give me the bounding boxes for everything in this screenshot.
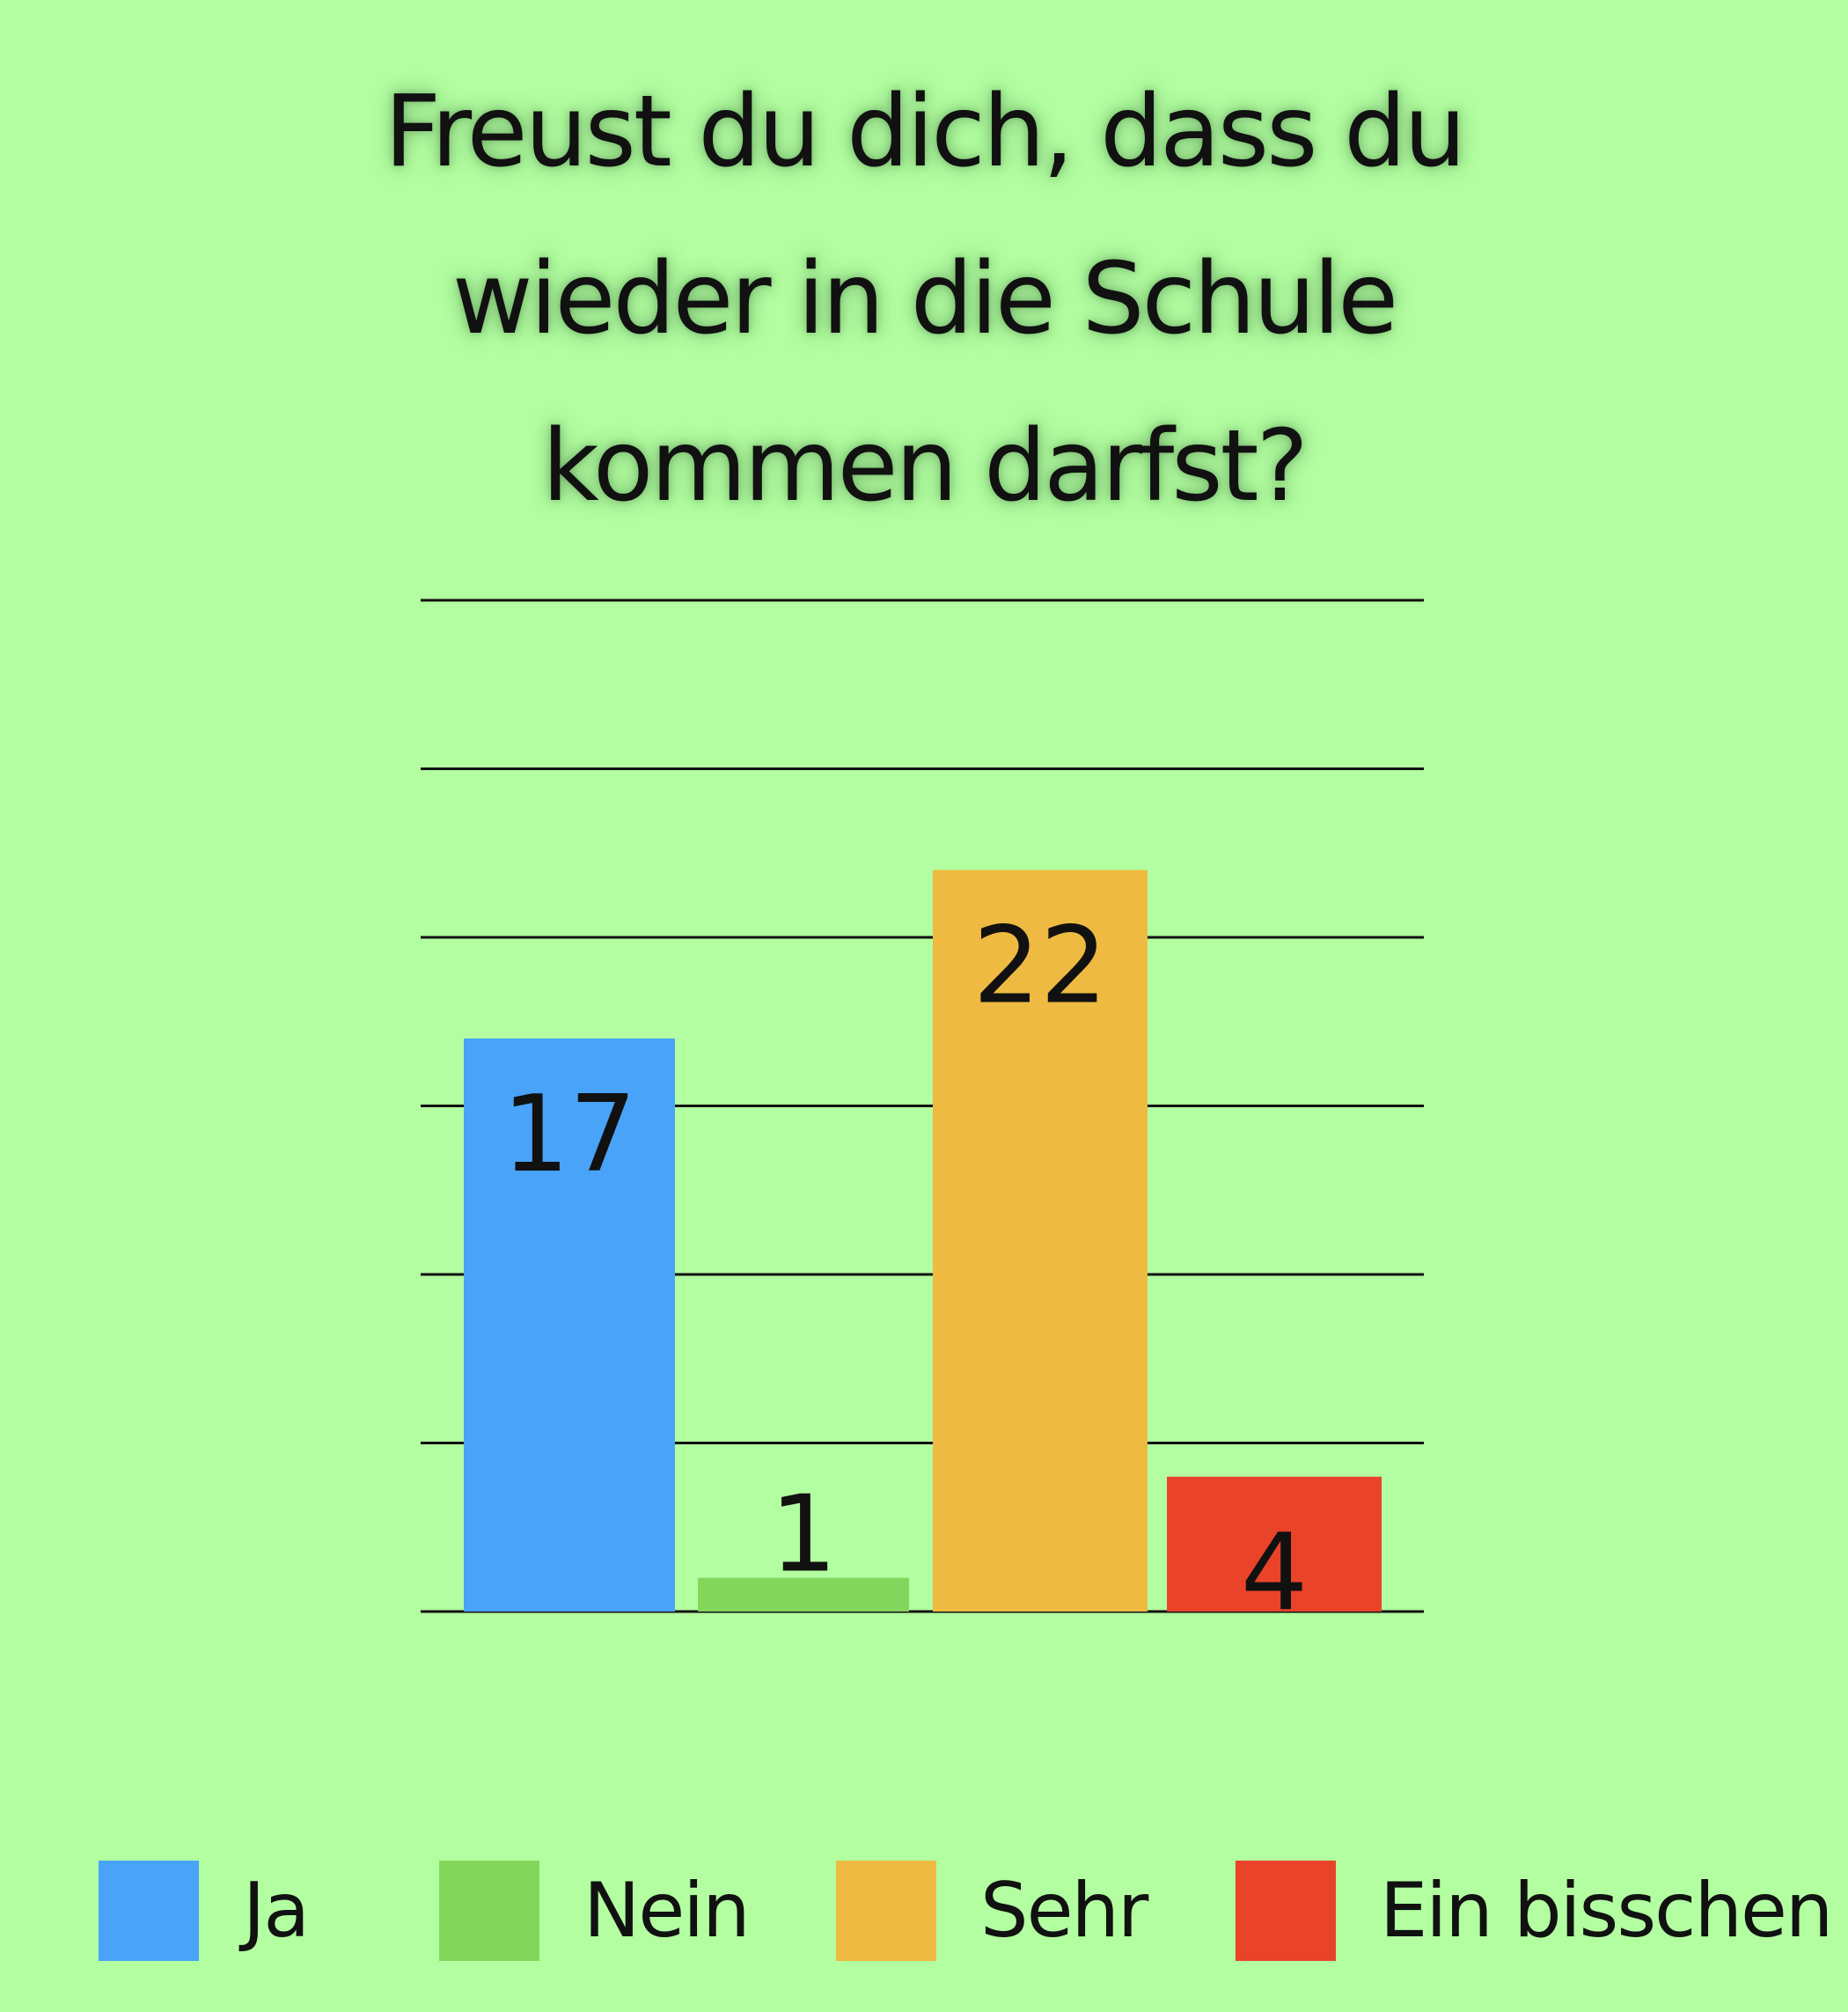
legend-label: Ja [243, 1867, 310, 1955]
bar-ein-bisschen [1167, 1476, 1382, 1612]
legend-swatch [439, 1861, 539, 1961]
data-label-ein-bisschen: 4 [1241, 1512, 1308, 1634]
chart-title: Freust du dich, dass du wieder in die Sc… [308, 48, 1540, 550]
legend-label: Sehr [980, 1867, 1148, 1955]
legend-item-sehr: Sehr [836, 1861, 1148, 1961]
legend-item-ein-bisschen: Ein bisschen [1236, 1861, 1833, 1961]
data-label-sehr: 22 [973, 905, 1108, 1027]
legend-label: Ein bisschen [1380, 1867, 1833, 1955]
legend-item-ja: Ja [99, 1861, 310, 1961]
data-label-nein: 1 [770, 1474, 837, 1597]
chart-title-line-2: wieder in die Schule [451, 242, 1398, 356]
bar-sehr [933, 870, 1148, 1612]
legend-swatch [99, 1861, 199, 1961]
chart-title-line-1: Freust du dich, dass du [384, 75, 1466, 189]
data-label-ja: 17 [502, 1074, 637, 1196]
bar-ja [464, 1038, 675, 1612]
legend-swatch [836, 1861, 936, 1961]
legend-swatch [1236, 1861, 1336, 1961]
bar-nein [698, 1577, 909, 1612]
chart-title-line-3: kommen darfst? [542, 409, 1309, 524]
legend-label: Nein [583, 1867, 751, 1955]
legend-item-nein: Nein [439, 1861, 751, 1961]
